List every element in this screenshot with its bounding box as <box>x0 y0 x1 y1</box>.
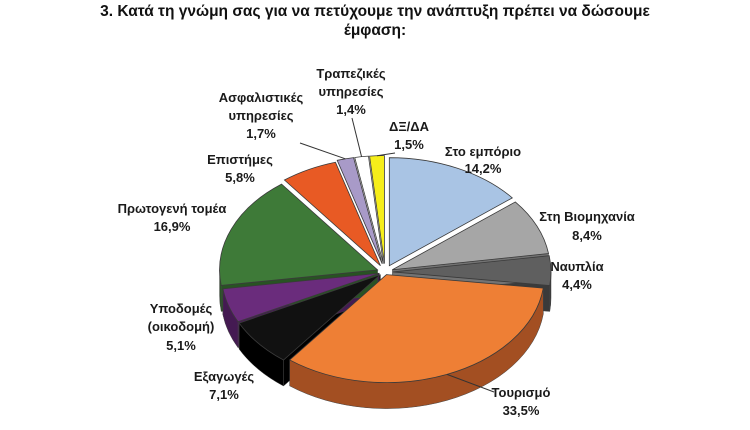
pie-slice-Επιστήμες <box>283 161 381 267</box>
pie-slice-Πρωτογενή-τομέα <box>219 183 379 286</box>
pie-slice-Ασφαλιστικές-υπηρεσίες <box>336 157 383 264</box>
label-naftilia-name: Ναυπλία <box>550 259 603 274</box>
label-asfalistikes-name: Ασφαλιστικές <box>219 90 304 105</box>
pie-tops <box>219 155 552 383</box>
label-epistimes-value: 5,8% <box>225 170 255 185</box>
leader-line-Ασφαλιστικές-υπηρεσίες <box>299 142 346 160</box>
label-dxda-name: ΔΞ/ΔΑ <box>389 119 430 134</box>
label-exagoges-name: Εξαγωγές <box>194 369 255 384</box>
label-dxda-value: 1,5% <box>394 137 424 152</box>
pie-slice-Ναυπλία <box>392 255 552 286</box>
label-asfalistikes-value: 1,7% <box>246 126 276 141</box>
label-ypodomes-name: Υποδομές <box>150 301 213 316</box>
label-trapezikes-value: 1,4% <box>336 102 366 117</box>
label-protogenis-name: Πρωτογενή τομέα <box>118 201 227 216</box>
label-exagoges-value: 7,1% <box>209 387 239 402</box>
label-viomixania-value: 8,4% <box>572 228 602 243</box>
leader-line-Τραπεζικές-υπηρεσίες <box>351 117 363 157</box>
label-naftilia-value: 4,4% <box>562 277 592 292</box>
pie-slice-Στο-εμπόριο <box>388 157 514 267</box>
chart-title-line1: 3. Κατά τη γνώμη σας για να πετύχουμε τη… <box>100 3 650 20</box>
chart-title: 3. Κατά τη γνώμη σας για να πετύχουμε τη… <box>0 2 750 40</box>
pie-slice-Υποδομές-(οικοδομή) <box>222 272 380 323</box>
label-viomixania-name: Στη Βιομηχανία <box>539 209 635 224</box>
label-trapezikes-name: Τραπεζικές <box>316 66 385 81</box>
label-asfalistikes-sub: υπηρεσίες <box>228 108 293 123</box>
label-emporio-value: 14,2% <box>465 161 502 176</box>
leader-line-ΔΞ/ΔΑ <box>376 152 396 157</box>
chart-title-line2: έμφαση: <box>343 22 407 39</box>
label-tourismos-name: Τουρισμό <box>492 385 551 400</box>
leader-line-Τουρισμό <box>446 373 495 393</box>
pie-slice-Στη-Βιομηχανία <box>392 201 550 271</box>
pie-slice-Εξαγωγές <box>238 274 381 361</box>
label-ypodomes-sub: (οικοδομή) <box>148 319 215 334</box>
label-trapezikes-sub: υπηρεσίες <box>318 84 383 99</box>
label-tourismos-value: 33,5% <box>503 403 540 418</box>
label-epistimes-name: Επιστήμες <box>207 152 273 167</box>
leader-lines <box>299 117 495 393</box>
label-ypodomes-value: 5,1% <box>166 338 196 353</box>
label-protogenis-value: 16,9% <box>154 219 191 234</box>
label-emporio-name: Στο εμπόριο <box>445 144 521 159</box>
